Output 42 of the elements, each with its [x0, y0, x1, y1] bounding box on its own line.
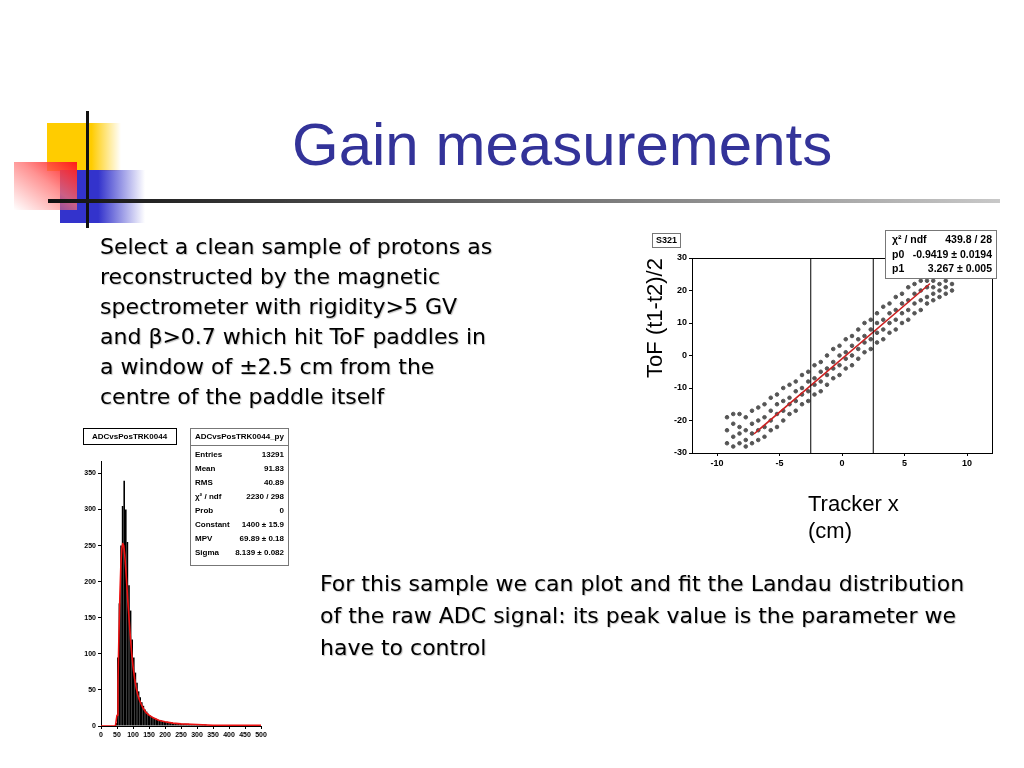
annotation: Prob	[195, 505, 214, 517]
annotation: χ² / ndf	[195, 491, 222, 503]
annotation: Sigma	[195, 547, 220, 559]
annotation: p1	[892, 261, 905, 276]
y-tick-label: 10	[676, 317, 687, 328]
y-tick-label: 20	[676, 284, 687, 295]
y-tick-label: -10	[673, 382, 687, 393]
annotation: 69.89 ± 0.18	[239, 533, 284, 545]
y-tick-label: 0	[681, 349, 687, 360]
text: 439.8 / 28	[945, 232, 992, 247]
text: 91.83	[263, 463, 284, 475]
x-tick-label: -10	[710, 457, 724, 468]
y-tick-label: -30	[673, 447, 687, 458]
text: χ² / ndf	[892, 232, 927, 247]
text: 40.89	[263, 477, 284, 489]
annotation: 3.267 ± 0.005	[927, 261, 992, 276]
annotation: Constant	[195, 519, 230, 531]
annotation: RMS	[195, 477, 213, 489]
text: 0	[279, 505, 284, 517]
x-tick-label: 0	[839, 457, 845, 468]
x-tick-label: -5	[775, 457, 784, 468]
annotation: 8.139 ± 0.082	[235, 547, 284, 559]
y-tick-label: -20	[673, 414, 687, 425]
text: 13291	[261, 449, 284, 461]
x-tick-label: 10	[961, 457, 973, 468]
y-tick-label: 30	[676, 252, 687, 263]
x-tick-label: 5	[901, 457, 908, 468]
text: Gain measurements	[292, 110, 833, 180]
annotation: 2230 / 298	[246, 491, 284, 503]
text: ADCvsPosTRK0044_py	[191, 429, 288, 446]
text: Entries	[195, 449, 223, 461]
annotation: MPV	[195, 533, 213, 545]
text: Select a clean sample of protons as reconstructed by the magnetic spectrometer with rigidity>5 GV and β>0.7 which hit ToF paddles in a window of ±2.5 cm from the centre of the paddle itself	[100, 233, 494, 411]
annotation: p0	[892, 246, 905, 261]
annotation: Mean	[195, 463, 216, 475]
y-axis-title: ToF (t1-t2)/2	[642, 258, 667, 378]
chart-title: S321	[652, 233, 682, 248]
annotation: -0.9419 ± 0.0194	[912, 246, 992, 261]
chart-title: ADCvsPosTRK0044	[83, 428, 177, 445]
x-axis-title: Tracker x (cm)	[808, 490, 900, 544]
annotation: 1400 ± 15.9	[241, 519, 284, 531]
text: For this sample we can plot and fit the Landau distribution of the raw ADC signal: its peak value is the parameter we have to control	[320, 570, 966, 662]
